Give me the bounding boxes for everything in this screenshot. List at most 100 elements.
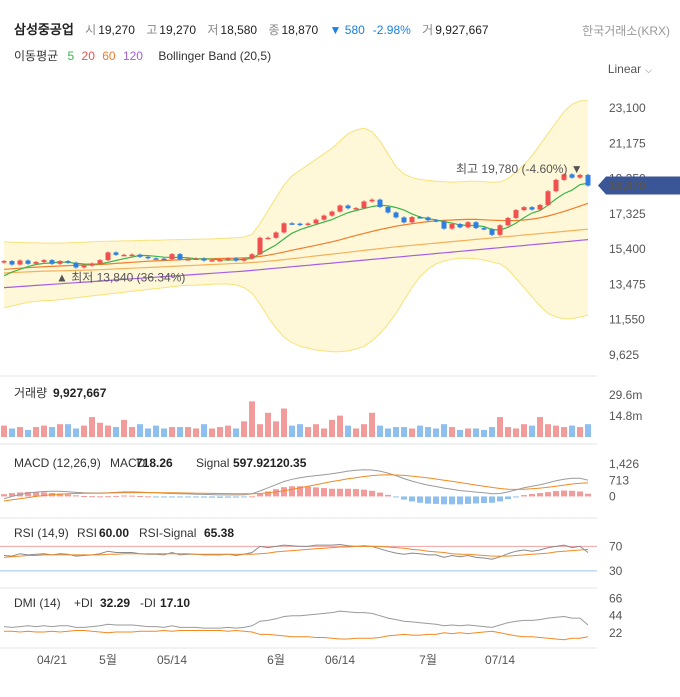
candle-body	[209, 260, 215, 262]
high-value: 19,270	[159, 23, 196, 37]
macd-histogram-bar	[569, 490, 575, 497]
candle-body	[33, 261, 39, 264]
macd-histogram-bar	[297, 486, 303, 497]
candle-body	[489, 229, 495, 235]
rsi-signal-value: 65.38	[204, 526, 234, 540]
volume-bar	[425, 427, 431, 437]
macd-histogram-bar	[481, 496, 487, 503]
chevron-down-icon: ⌵	[645, 65, 652, 75]
candle-body	[289, 223, 295, 225]
ma120-legend[interactable]: 120	[122, 49, 143, 63]
macd-histogram-bar	[73, 495, 79, 497]
macd-histogram-bar	[201, 496, 207, 498]
macd-label: MACD	[110, 456, 146, 470]
candle-body	[153, 258, 159, 260]
macd-histogram-bar	[209, 496, 215, 498]
candle-body	[513, 210, 519, 218]
macd-histogram-bar	[41, 492, 47, 497]
macd-histogram-bar	[465, 496, 471, 504]
volume-bar	[153, 425, 159, 437]
candle-body	[257, 237, 263, 255]
volume-bar	[313, 424, 319, 437]
volume-bar	[17, 427, 23, 437]
bollinger-legend[interactable]: Bollinger Band (20,5)	[158, 49, 272, 63]
candle-body	[441, 221, 447, 229]
volume-bar	[505, 427, 511, 437]
candle-body	[73, 262, 79, 268]
ma20-legend[interactable]: 20	[81, 49, 95, 63]
macd-histogram-bar	[361, 489, 367, 497]
low-value: 18,580	[220, 23, 258, 37]
macd-histogram-bar	[273, 489, 279, 497]
candle-body	[545, 191, 551, 205]
low-label: 저	[207, 23, 219, 37]
macd-histogram-bar	[497, 496, 503, 502]
open-value: 19,270	[98, 23, 135, 37]
volume-bar	[353, 428, 359, 437]
volume-bar	[569, 425, 575, 437]
volume-bar	[497, 417, 503, 437]
change-value: 580	[344, 23, 365, 37]
max-price-note: 최고 19,780 (-4.60%) ▼	[456, 162, 583, 176]
macd-histogram-bar	[257, 493, 263, 497]
macd-histogram-bar	[177, 496, 183, 498]
macd-tick-label: 713	[609, 473, 629, 487]
candle-body	[561, 174, 567, 180]
macd-histogram-bar	[385, 494, 391, 497]
candle-body	[569, 174, 575, 178]
ma20-line	[3, 202, 589, 270]
macd-histogram-bar	[225, 496, 231, 498]
macd-histogram-bar	[337, 488, 343, 497]
candle-body	[89, 263, 95, 266]
volume-bar	[113, 427, 119, 437]
macd-histogram-bar	[457, 496, 463, 505]
volume-bar	[537, 417, 543, 437]
volume-bar	[177, 427, 183, 437]
volume-bar	[489, 427, 495, 437]
volume-bar	[161, 428, 167, 437]
volume-bar	[545, 424, 551, 437]
macd-histogram-bar	[1, 494, 7, 497]
price-tick-label: 13,475	[609, 277, 646, 291]
rsi-title: RSI (14,9)	[14, 526, 69, 540]
change-down-icon: ▼	[329, 23, 342, 37]
candle-body	[97, 260, 103, 264]
macd-histogram-bar	[105, 496, 111, 498]
ma60-legend[interactable]: 60	[102, 49, 116, 63]
candle-body	[473, 222, 479, 229]
rsi-signal-label: RSI-Signal	[139, 526, 196, 540]
volume-bar	[393, 427, 399, 437]
dmi-panel: DMI (14) +DI 32.29 -DI 17.10 66 44 22	[0, 587, 623, 641]
candle-body	[577, 174, 583, 178]
price-tick-label: 11,550	[609, 313, 645, 327]
ma5-legend[interactable]: 5	[67, 49, 75, 63]
candle-body	[417, 217, 423, 219]
volume-value-label: 9,927,667	[53, 386, 107, 400]
candle-body	[129, 254, 135, 257]
macd-histogram-bar	[25, 491, 31, 497]
macd-value: 718.26	[136, 456, 173, 470]
price-header: 삼성중공업 시 19,270 고 19,270 저 18,580 종 18,870 ▼ …	[14, 19, 497, 38]
signal-value: 597.92120.35	[233, 456, 307, 470]
macd-histogram-bar	[537, 493, 543, 497]
macd-histogram-bar	[473, 496, 479, 504]
candle-body	[361, 201, 367, 209]
candle-body	[377, 199, 383, 207]
volume-tick-label: 14.8m	[609, 409, 642, 423]
macd-histogram-bar	[193, 496, 199, 498]
macd-histogram-bar	[489, 496, 495, 503]
candle-body	[465, 222, 471, 228]
scale-selector[interactable]: Linear ⌵	[608, 62, 652, 76]
candle-body	[81, 265, 87, 268]
mdi-line	[4, 629, 589, 641]
candle-body	[529, 207, 535, 210]
candle-body	[185, 259, 191, 261]
macd-histogram-bar	[577, 491, 583, 497]
volume-bar	[457, 429, 463, 437]
volume-title: 거래량	[14, 386, 47, 400]
candle-body	[201, 258, 207, 261]
macd-histogram-bar	[233, 496, 239, 498]
candle-body	[305, 223, 311, 225]
